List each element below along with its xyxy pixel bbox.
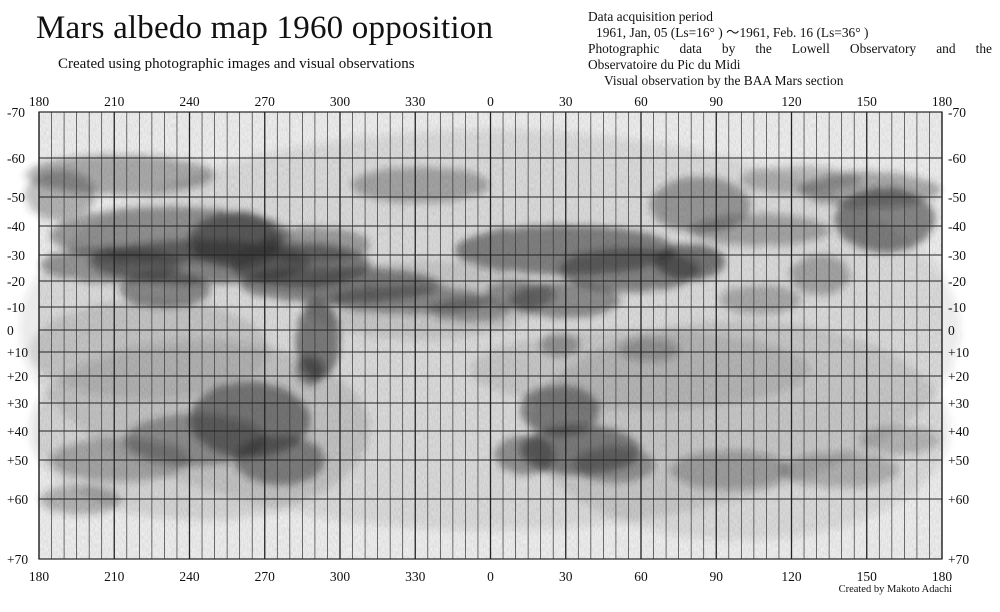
latitude-label-right: +10 bbox=[948, 345, 969, 360]
latitude-label-right: -50 bbox=[948, 190, 966, 205]
longitude-label-top: 270 bbox=[255, 94, 276, 109]
period-heading: Data acquisition period bbox=[588, 9, 713, 24]
data-info: Data acquisition period 1961, Jan, 05 (L… bbox=[588, 9, 992, 89]
latitude-label-left: +20 bbox=[7, 369, 28, 384]
photo-source-line1: Photographic data by the Lowell Observat… bbox=[588, 41, 992, 56]
photo-source-line2: Observatoire du Pic du Midi bbox=[588, 57, 741, 72]
longitude-label-bottom: 240 bbox=[179, 569, 200, 584]
longitude-label-bottom: 90 bbox=[710, 569, 724, 584]
map-title: Mars albedo map 1960 opposition bbox=[36, 10, 494, 46]
longitude-label-bottom: 0 bbox=[487, 569, 494, 584]
coordinate-labels: 1801802102102402402702703003003303300030… bbox=[7, 94, 969, 584]
longitude-label-bottom: 30 bbox=[559, 569, 573, 584]
latitude-label-left: -70 bbox=[7, 105, 25, 120]
longitude-label-top: 180 bbox=[29, 94, 50, 109]
latitude-label-right: -10 bbox=[948, 300, 966, 315]
latitude-label-right: +30 bbox=[948, 396, 969, 411]
latitude-label-left: +60 bbox=[7, 492, 28, 507]
longitude-label-bottom: 120 bbox=[781, 569, 802, 584]
longitude-label-top: 60 bbox=[634, 94, 648, 109]
longitude-label-top: 90 bbox=[710, 94, 724, 109]
latitude-label-left: +40 bbox=[7, 424, 28, 439]
latitude-label-right: +70 bbox=[948, 552, 969, 567]
longitude-label-top: 150 bbox=[857, 94, 878, 109]
longitude-label-bottom: 270 bbox=[255, 569, 276, 584]
latitude-label-left: -20 bbox=[7, 274, 25, 289]
map-area bbox=[20, 111, 960, 560]
longitude-label-bottom: 60 bbox=[634, 569, 648, 584]
longitude-label-top: 180 bbox=[932, 94, 953, 109]
longitude-label-top: 330 bbox=[405, 94, 426, 109]
latitude-label-right: +40 bbox=[948, 424, 969, 439]
latitude-label-right: -30 bbox=[948, 248, 966, 263]
credit: Created by Makoto Adachi bbox=[838, 584, 952, 595]
longitude-label-top: 210 bbox=[104, 94, 125, 109]
latitude-label-left: -50 bbox=[7, 190, 25, 205]
longitude-label-top: 240 bbox=[179, 94, 200, 109]
latitude-label-left: 0 bbox=[7, 323, 14, 338]
longitude-label-bottom: 180 bbox=[932, 569, 953, 584]
latitude-label-right: -60 bbox=[948, 151, 966, 166]
longitude-label-top: 120 bbox=[781, 94, 802, 109]
period-range: 1961, Jan, 05 (Ls=16° ) ～1961, Feb. 16 (… bbox=[596, 25, 869, 40]
visual-source: Visual observation by the BAA Mars secti… bbox=[604, 73, 844, 88]
latitude-label-left: +70 bbox=[7, 552, 28, 567]
latitude-label-right: +50 bbox=[948, 453, 969, 468]
latitude-label-left: -60 bbox=[7, 151, 25, 166]
latitude-label-left: +50 bbox=[7, 453, 28, 468]
map-frame bbox=[38, 111, 943, 560]
longitude-label-bottom: 180 bbox=[29, 569, 50, 584]
map-subtitle: Created using photographic images and vi… bbox=[58, 56, 415, 72]
latitude-label-left: +10 bbox=[7, 345, 28, 360]
latitude-label-left: -40 bbox=[7, 219, 25, 234]
latitude-label-right: -40 bbox=[948, 219, 966, 234]
latitude-label-right: +60 bbox=[948, 492, 969, 507]
longitude-label-top: 0 bbox=[487, 94, 494, 109]
longitude-label-top: 30 bbox=[559, 94, 573, 109]
longitude-label-top: 300 bbox=[330, 94, 351, 109]
longitude-label-bottom: 330 bbox=[405, 569, 426, 584]
latitude-label-left: +30 bbox=[7, 396, 28, 411]
latitude-label-left: -10 bbox=[7, 300, 25, 315]
longitude-label-bottom: 210 bbox=[104, 569, 125, 584]
latitude-label-right: 0 bbox=[948, 323, 955, 338]
longitude-label-bottom: 150 bbox=[857, 569, 878, 584]
latitude-label-right: +20 bbox=[948, 369, 969, 384]
longitude-label-bottom: 300 bbox=[330, 569, 351, 584]
latitude-label-right: -20 bbox=[948, 274, 966, 289]
latitude-label-right: -70 bbox=[948, 105, 966, 120]
latitude-label-left: -30 bbox=[7, 248, 25, 263]
